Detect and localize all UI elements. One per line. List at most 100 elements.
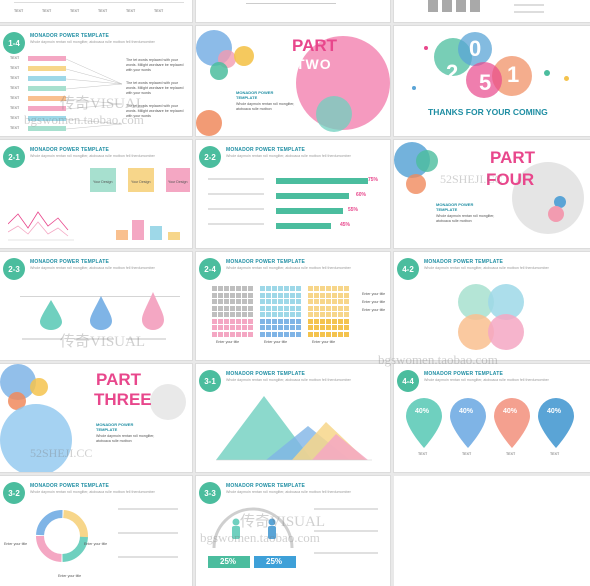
waffle-cell (308, 305, 313, 311)
waffle-cell (308, 292, 313, 298)
slide-number-badge: 3-1 (199, 370, 221, 392)
slide-1-4[interactable]: 1-4 MONADOR POWER TEMPLATE Whole daymoin… (0, 26, 192, 136)
note-text: The tet words replaced with your words. … (126, 104, 184, 118)
waffle-cell (236, 312, 241, 317)
waffle-cell (290, 318, 295, 324)
slide-3-3[interactable]: 3-3 MONADOR POWER TEMPLATE Whole daymoin… (196, 476, 390, 586)
deco-circle (316, 96, 352, 132)
part-label: PART (490, 148, 536, 167)
deco-circle (234, 46, 254, 66)
waffle-cell (338, 286, 343, 291)
deco-circle (8, 392, 26, 410)
slide-3-1[interactable]: 3-1 MONADOR POWER TEMPLATE Whole daymoin… (196, 364, 390, 472)
caption-text: Whole daymoin rentan roll mongliter, ato… (436, 214, 495, 223)
waffle-cell (218, 292, 223, 298)
cycle-diagram (36, 510, 88, 562)
part-word: TWO (296, 56, 332, 72)
slide-4-4[interactable]: 4-4 MONADOR POWER TEMPLATE Whole daymoin… (394, 364, 590, 472)
droplet-icon (142, 292, 164, 330)
waffle-cell (308, 331, 313, 337)
slide-2-4[interactable]: 2-4 MONADOR POWER TEMPLATE Whole daymoin… (196, 252, 390, 360)
percent-box (254, 556, 296, 568)
slide-top-right-partial[interactable] (394, 0, 590, 22)
waffle-cell (344, 299, 349, 304)
slide-top-left-partial[interactable]: TEXT TEXT TEXT TEXT TEXT TEXT (0, 0, 192, 22)
slide-thanks[interactable]: 2 0 1 5 THANKS FOR YOUR COMING (394, 26, 590, 136)
slide-4-2[interactable]: 4-2 MONADOR POWER TEMPLATE Whole daymoin… (394, 252, 590, 360)
slide-2-3[interactable]: 2-3 MONADOR POWER TEMPLATE Whole daymoin… (0, 252, 192, 360)
waffle-cell (248, 299, 253, 304)
stripe-bar (28, 76, 66, 81)
slide-title: MONADOR POWER TEMPLATE (30, 483, 110, 489)
caption-title: MONADOR POWER TEMPLATE (96, 422, 134, 432)
waffle-cell (236, 331, 241, 337)
percent-box (208, 556, 250, 568)
stripe-bar (28, 66, 66, 71)
waffle-cell (296, 286, 301, 291)
waffle-cell (314, 305, 319, 311)
deco-circle (150, 384, 186, 420)
slide-number-badge: 1-4 (3, 32, 25, 54)
slide-title: MONADOR POWER TEMPLATE (226, 483, 306, 489)
droplet-icon (90, 296, 112, 330)
part-word: THREE (94, 390, 152, 409)
bar-mini (168, 232, 180, 240)
divider-line (20, 296, 180, 297)
waffle-cell (260, 292, 265, 298)
caption-text: Whole daymoin rentan roll mongliter, ato… (236, 102, 295, 111)
waffle-cell (248, 305, 253, 311)
strip-label: TEXT (154, 9, 164, 13)
waffle-cell (224, 305, 229, 311)
waffle-cell (224, 286, 229, 291)
waffle-cell (236, 286, 241, 291)
waffle-cell (308, 312, 313, 317)
stripe-bar (28, 116, 66, 121)
slide-subtitle: Whole daymoin rentan roll mongliter, ato… (226, 490, 351, 494)
row-label: TEXT (10, 126, 20, 130)
slide-subtitle: Whole daymoin rentan roll mongliter, ato… (424, 378, 549, 382)
waffle-cell (218, 305, 223, 311)
pin-icon (538, 398, 574, 448)
waffle-cell (344, 312, 349, 317)
slide-top-mid-partial[interactable] (196, 0, 390, 22)
text-line (208, 208, 264, 210)
deco-circle (548, 206, 564, 222)
droplet-icon (40, 300, 62, 330)
strip-label: TEXT (42, 9, 52, 13)
waffle-cell (242, 318, 247, 324)
text-line (126, 338, 166, 340)
part-label: PART (292, 36, 338, 55)
waffle-cell (230, 325, 235, 330)
text-line (118, 508, 178, 510)
waffle-cell (284, 292, 289, 298)
caption-text: Whole daymoin rentan roll mongliter, ato… (96, 434, 155, 443)
slide-3-2[interactable]: 3-2 MONADOR POWER TEMPLATE Whole daymoin… (0, 476, 192, 586)
waffle-cell (308, 325, 313, 330)
box-label: Your Design (131, 180, 151, 184)
waffle-cell (290, 325, 295, 330)
waffle-cell (284, 325, 289, 330)
slide-2-2[interactable]: 2-2 MONADOR POWER TEMPLATE Whole daymoin… (196, 140, 390, 248)
waffle-cell (272, 286, 277, 291)
percent-value: 25% (266, 557, 283, 566)
waffle-cell (308, 299, 313, 304)
waffle-cell (224, 292, 229, 298)
waffle-cell (230, 305, 235, 311)
waffle-cell (290, 331, 295, 337)
slide-part-three[interactable]: PART THREE MONADOR POWER TEMPLATE Whole … (0, 364, 192, 472)
slide-subtitle: Whole daymoin rentan roll mongliter, ato… (30, 154, 155, 158)
note-text: The tet words replaced with your words. … (126, 81, 184, 95)
deco-circle (416, 150, 438, 172)
percent-label: 60% (356, 192, 367, 198)
slide-part-four[interactable]: PART FOUR MONADOR POWER TEMPLATE Whole d… (394, 140, 590, 248)
waffle-cell (230, 331, 235, 337)
slide-title: MONADOR POWER TEMPLATE (30, 33, 110, 39)
slide-part-two[interactable]: PART TWO MONADOR POWER TEMPLATE Whole da… (196, 26, 390, 136)
waffle-cell (212, 299, 217, 304)
waffle-cell (284, 305, 289, 311)
waffle-cell (332, 318, 337, 324)
slide-2-1[interactable]: 2-1 MONADOR POWER TEMPLATE Whole daymoin… (0, 140, 192, 248)
waffle-cell (242, 286, 247, 291)
waffle-cell (320, 318, 325, 324)
waffle-cell (314, 286, 319, 291)
